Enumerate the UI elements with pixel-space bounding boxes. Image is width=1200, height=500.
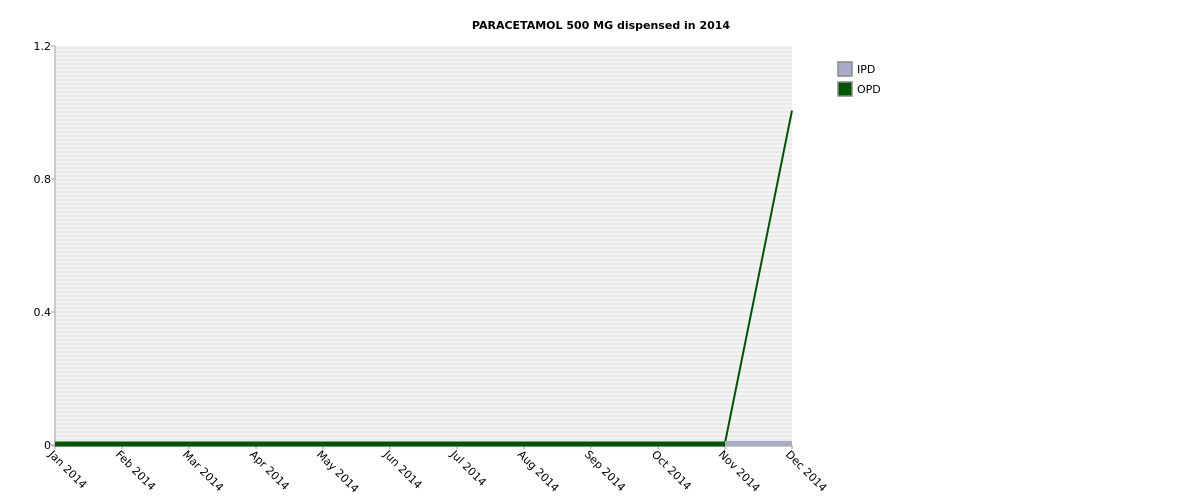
y-axis: 1.2 0.8 0.4 0 bbox=[34, 40, 56, 452]
legend: IPD OPD bbox=[837, 61, 881, 97]
x-tick-label: Dec 2014 bbox=[783, 448, 830, 495]
x-tick-label: Jan 2014 bbox=[45, 447, 89, 491]
chart-title: PARACETAMOL 500 MG dispensed in 2014 bbox=[472, 19, 730, 32]
y-tick-label: 0 bbox=[44, 439, 51, 452]
x-axis: Jan 2014 Feb 2014 Mar 2014 Apr 2014 May 2014… bbox=[45, 445, 829, 495]
y-tick-label: 0.8 bbox=[34, 173, 52, 186]
legend-label-opd: OPD bbox=[857, 83, 881, 96]
x-tick-label: Aug 2014 bbox=[515, 448, 562, 495]
plot-background bbox=[55, 46, 792, 445]
x-tick-label: May 2014 bbox=[314, 448, 362, 496]
y-tick-label: 0.4 bbox=[34, 306, 52, 319]
x-tick-label: Jun 2014 bbox=[380, 447, 424, 491]
x-tick-label: Mar 2014 bbox=[180, 448, 226, 494]
legend-swatch-opd bbox=[837, 81, 853, 97]
legend-label-ipd: IPD bbox=[857, 63, 875, 76]
plot-area bbox=[55, 46, 792, 445]
x-tick-label: Apr 2014 bbox=[247, 448, 292, 493]
x-tick-label: Sep 2014 bbox=[582, 448, 628, 494]
series-layer bbox=[54, 110, 793, 447]
x-tick-label: Oct 2014 bbox=[649, 448, 694, 493]
legend-swatch-ipd bbox=[837, 61, 853, 77]
x-tick-label: Jul 2014 bbox=[447, 447, 489, 489]
x-tick-label: Feb 2014 bbox=[113, 448, 158, 493]
y-tick-label: 1.2 bbox=[34, 40, 52, 53]
x-tick-label: Nov 2014 bbox=[716, 448, 763, 495]
